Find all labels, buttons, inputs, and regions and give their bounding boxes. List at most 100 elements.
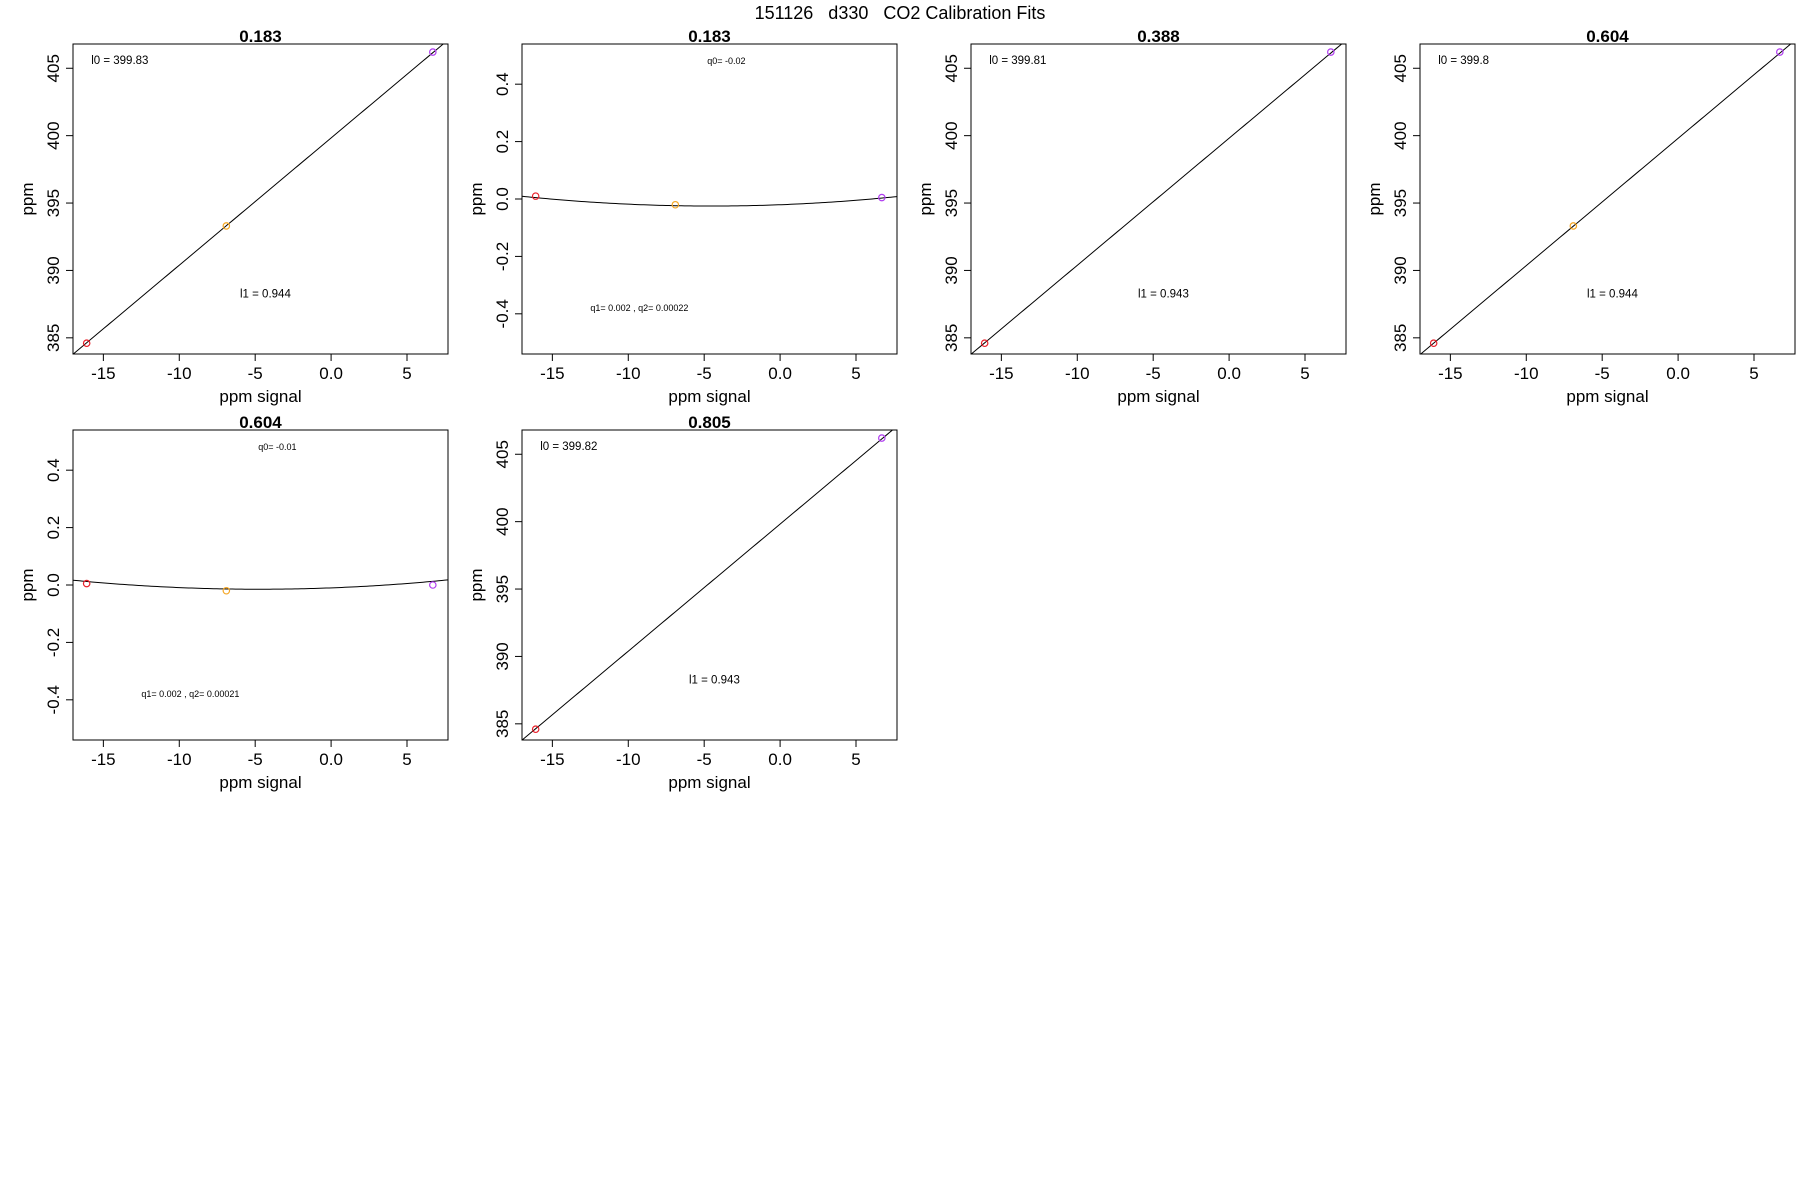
x-axis-label: ppm signal <box>219 387 301 406</box>
x-tick-label: 5 <box>1749 364 1758 383</box>
data-point <box>980 339 989 348</box>
chart-panel-3: 0.388 -15 -10 -5 0.0 5 385 390 395 400 405 ppm sign… <box>916 27 1347 406</box>
x-tick-label: 5 <box>851 750 860 769</box>
fit-annotation: l1 = 0.943 <box>689 674 740 686</box>
fit-line <box>971 44 1343 354</box>
y-tick-label: 385 <box>493 710 512 738</box>
y-tick-label: 390 <box>1391 256 1410 284</box>
y-axis-label: ppm <box>467 182 486 215</box>
x-tick-label: -15 <box>540 364 565 383</box>
y-axis-label: ppm <box>18 182 37 215</box>
fit-line <box>73 44 444 354</box>
y-tick-label: -0.4 <box>493 299 512 328</box>
x-tick-label: -5 <box>1595 364 1610 383</box>
y-axis-label: ppm <box>467 568 486 601</box>
x-tick-label: 5 <box>1300 364 1309 383</box>
fit-line <box>522 195 897 207</box>
fit-annotation: l1 = 0.944 <box>1587 288 1638 300</box>
x-tick-label: -5 <box>1146 364 1161 383</box>
y-tick-label: 390 <box>942 256 961 284</box>
data-point <box>1569 222 1578 230</box>
x-tick-label: -10 <box>167 750 192 769</box>
chart-title: 0.388 <box>1137 27 1180 46</box>
data-point <box>82 339 91 348</box>
data-point <box>82 579 91 588</box>
x-tick-label: 0.0 <box>768 364 792 383</box>
x-tick-label: -5 <box>697 750 712 769</box>
fit-annotation: l1 = 0.944 <box>240 288 291 300</box>
chart-title: 0.183 <box>688 27 731 46</box>
fit-line <box>73 579 448 590</box>
data-point <box>531 192 540 200</box>
y-tick-label: 0.0 <box>493 187 512 211</box>
y-tick-label: 395 <box>1391 189 1410 217</box>
data-point <box>429 581 437 589</box>
x-axis-label: ppm signal <box>1117 387 1199 406</box>
plot-frame <box>72 43 449 355</box>
x-tick-label: -10 <box>616 364 641 383</box>
y-tick-label: 390 <box>493 642 512 670</box>
fit-annotation: l0 = 399.82 <box>540 441 597 453</box>
y-tick-label: 400 <box>942 121 961 149</box>
x-tick-label: -10 <box>1065 364 1090 383</box>
y-tick-label: 0.2 <box>493 130 512 154</box>
y-tick-label: 390 <box>44 256 63 284</box>
y-tick-label: 385 <box>942 324 961 352</box>
fit-annotation: l0 = 399.8 <box>1438 55 1489 67</box>
plot-frame <box>521 429 898 741</box>
data-point <box>1429 339 1438 348</box>
y-axis-label: ppm <box>18 568 37 601</box>
fit-annotation: l1 = 0.943 <box>1138 288 1189 300</box>
data-point <box>878 193 886 202</box>
y-tick-label: -0.2 <box>44 628 63 657</box>
x-tick-label: 5 <box>402 750 411 769</box>
y-tick-label: 405 <box>44 54 63 82</box>
x-axis-label: ppm signal <box>668 387 750 406</box>
y-tick-label: 395 <box>44 189 63 217</box>
data-point <box>1776 48 1784 56</box>
x-axis-label: ppm signal <box>668 773 750 792</box>
x-tick-label: -5 <box>248 364 263 383</box>
x-tick-label: 0.0 <box>319 364 343 383</box>
fit-line <box>1420 44 1792 354</box>
chart-title: 0.183 <box>239 27 282 46</box>
x-tick-label: -15 <box>540 750 565 769</box>
data-point <box>878 434 886 442</box>
data-point <box>1327 48 1335 56</box>
y-tick-label: 395 <box>942 189 961 217</box>
x-tick-label: -10 <box>167 364 192 383</box>
data-point <box>531 725 540 734</box>
x-tick-label: -5 <box>248 750 263 769</box>
x-axis-label: ppm signal <box>1566 387 1648 406</box>
y-tick-label: 400 <box>44 121 63 149</box>
fit-line <box>522 430 894 740</box>
x-tick-label: 0.0 <box>768 750 792 769</box>
x-tick-label: 5 <box>851 364 860 383</box>
y-tick-label: 405 <box>942 54 961 82</box>
data-point <box>429 48 437 56</box>
chart-title: 0.805 <box>688 413 731 432</box>
y-tick-label: 405 <box>1391 54 1410 82</box>
y-tick-label: 405 <box>493 440 512 468</box>
plot-frame <box>970 43 1347 355</box>
x-tick-label: -15 <box>989 364 1014 383</box>
fit-annotation: q1= 0.002 , q2= 0.00022 <box>590 303 688 313</box>
y-tick-label: 400 <box>1391 121 1410 149</box>
y-tick-label: 400 <box>493 507 512 535</box>
data-point <box>222 586 231 595</box>
page-title: 151126 d330 CO2 Calibration Fits <box>754 3 1046 23</box>
y-tick-label: 395 <box>493 575 512 603</box>
x-axis-label: ppm signal <box>219 773 301 792</box>
fit-annotation: q0= -0.01 <box>258 442 296 452</box>
x-tick-label: 0.0 <box>1666 364 1690 383</box>
data-point <box>671 200 680 209</box>
y-tick-label: 0.4 <box>493 72 512 96</box>
x-tick-label: -15 <box>91 364 116 383</box>
y-tick-label: -0.4 <box>44 685 63 714</box>
fit-annotation: q1= 0.002 , q2= 0.00021 <box>141 689 239 699</box>
chart-title: 0.604 <box>239 413 282 432</box>
y-tick-label: 385 <box>1391 324 1410 352</box>
x-tick-label: 0.0 <box>319 750 343 769</box>
plot-frame <box>1419 43 1796 355</box>
chart-panel-2: 0.183 -15 -10 -5 0.0 5 -0.4 -0.2 0.0 0.2 0.4 ppm si… <box>467 27 898 406</box>
